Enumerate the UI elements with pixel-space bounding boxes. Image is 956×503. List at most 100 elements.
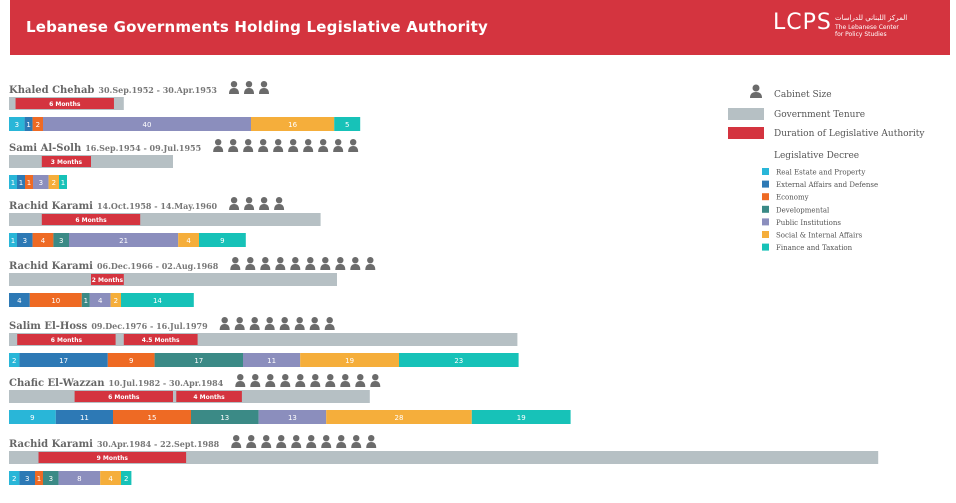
authority-bar — [74, 391, 173, 402]
legend-swatch-5 — [762, 231, 769, 238]
person-icon — [275, 197, 283, 204]
person-icon-body — [336, 442, 347, 448]
decree-count: 2 — [12, 475, 16, 483]
government-name: Salim El-Hoss — [9, 321, 88, 332]
person-icon — [252, 374, 259, 381]
person-icon — [353, 435, 360, 442]
person-icon-body — [279, 324, 290, 330]
decree-segment — [9, 353, 20, 367]
government-row: Chafic El-Wazzan 10.Jul.1982 - 30.Apr.198… — [9, 374, 571, 424]
legend-cabinet-size: Cabinet Size — [750, 84, 832, 100]
person-icon-body — [295, 381, 306, 387]
authority-label: 4 Months — [193, 394, 225, 401]
person-icon-body — [244, 204, 255, 210]
decree-segment — [107, 353, 155, 367]
decree-count: 4 — [41, 237, 46, 245]
decree-count: 13 — [220, 414, 229, 422]
decree-segment — [24, 117, 33, 131]
person-icon-body — [243, 146, 254, 152]
decree-count: 13 — [288, 414, 297, 422]
decree-count: 19 — [345, 357, 354, 365]
decree-segment — [258, 410, 327, 424]
decree-count: 28 — [395, 414, 404, 422]
decree-count: 1 — [11, 237, 15, 245]
legend-swatch-2 — [762, 193, 769, 201]
person-icon-body — [250, 381, 261, 387]
person-icon — [251, 317, 258, 324]
person-icon — [311, 317, 318, 324]
decree-count: 4 — [98, 297, 103, 305]
decree-count: 3 — [59, 237, 63, 245]
decree-count: 3 — [25, 475, 29, 483]
person-icon — [281, 317, 288, 324]
person-icon — [232, 257, 239, 264]
decree-count: 8 — [77, 475, 81, 483]
authority-label: 6 Months — [49, 101, 81, 108]
person-icon — [308, 435, 315, 442]
person-icon — [278, 435, 285, 442]
decree-count: 10 — [51, 297, 60, 305]
person-icon-body — [249, 324, 260, 330]
decree-segment — [25, 175, 33, 189]
person-icon-body — [246, 442, 257, 448]
decree-segment — [32, 117, 43, 131]
decree-segment — [121, 471, 132, 485]
decree-segment — [178, 233, 199, 247]
legend-tenure-label: Government Tenure — [774, 110, 865, 120]
decree-count: 1 — [19, 179, 23, 187]
decree-segment — [154, 353, 243, 367]
legend-category-label: External Affairs and Defense — [776, 181, 878, 189]
person-icon — [293, 435, 300, 442]
authority-label: 3 Months — [51, 159, 83, 166]
government-name: Chafic El-Wazzan — [9, 378, 105, 389]
government-row: Salim El-Hoss 09.Dec.1976 - 16.Jul.1979 6 … — [9, 317, 519, 367]
person-icon-body — [294, 324, 305, 330]
person-icon — [263, 435, 270, 442]
decree-count: 1 — [11, 179, 15, 187]
person-icon-body — [305, 264, 316, 270]
decree-segment — [89, 293, 111, 307]
logo-arabic-text: المركز اللبناني للدراسات — [835, 14, 908, 22]
person-icon — [262, 257, 269, 264]
person-icon-body — [244, 88, 254, 94]
decree-count: 23 — [454, 357, 463, 365]
decree-segment — [19, 471, 35, 485]
decree-count: 16 — [288, 121, 297, 129]
legend-category-label: Real Estate and Property — [776, 169, 865, 177]
government-row: Rachid Karami 06.Dec.1966 - 02.Aug.1968 2 … — [9, 257, 376, 307]
legend-tenure-swatch — [728, 108, 764, 120]
person-icon — [237, 374, 244, 381]
government-name: Rachid Karami — [9, 439, 93, 450]
decree-count: 17 — [194, 357, 203, 365]
decree-segment — [113, 410, 191, 424]
page-title: Lebanese Governments Holding Legislative… — [26, 18, 488, 36]
decree-segment — [251, 117, 335, 131]
decree-segment — [9, 117, 25, 131]
decree-count: 4 — [17, 297, 22, 305]
person-icon-body — [355, 381, 366, 387]
authority-label: 4.5 Months — [142, 337, 180, 344]
legend-swatch-1 — [762, 180, 769, 188]
cabinet-person-body — [750, 92, 762, 98]
government-dates: 09.Dec.1976 - 16.Jul.1979 — [91, 321, 208, 331]
government-dates: 14.Oct.1958 - 14.May.1960 — [97, 201, 218, 211]
decree-count: 3 — [39, 179, 43, 187]
legend-categories: Real Estate and Property External Affairs… — [762, 168, 878, 252]
decree-count: 9 — [129, 357, 133, 365]
person-icon-body — [260, 264, 271, 270]
decree-count: 4 — [108, 475, 113, 483]
decree-segment — [43, 471, 59, 485]
government-name: Sami Al-Solh — [9, 143, 82, 154]
decree-count: 2 — [12, 357, 16, 365]
decree-segment — [191, 410, 259, 424]
person-icon-body — [333, 146, 344, 152]
decree-segment — [48, 175, 59, 189]
person-icon-body — [230, 264, 241, 270]
legend-swatch-4 — [762, 218, 769, 226]
person-icon — [229, 139, 237, 146]
person-icon — [248, 435, 255, 442]
decree-segment — [19, 353, 108, 367]
person-icon-body — [234, 324, 245, 330]
legend-category-label: Finance and Taxation — [776, 244, 853, 252]
person-icon-body — [350, 264, 361, 270]
